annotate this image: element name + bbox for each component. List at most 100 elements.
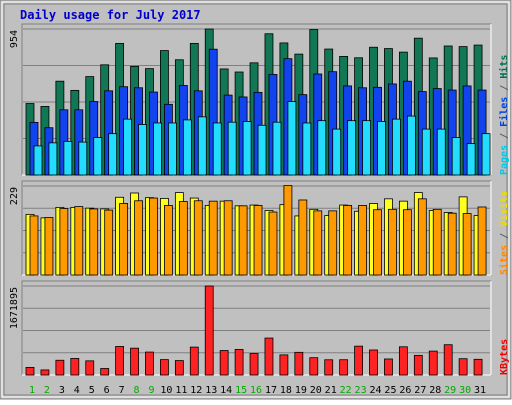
bar-kbytes-21 [324, 359, 334, 376]
bar-pages-7 [123, 118, 133, 176]
bar-pages-27 [421, 128, 431, 176]
bar-kbytes-18 [279, 354, 289, 376]
legend-entry: Hits [498, 55, 510, 79]
bar-sites-9 [149, 197, 158, 276]
bar-sites-19 [298, 199, 308, 276]
bar-sites-27 [417, 198, 427, 276]
bar-pages-12 [197, 116, 207, 176]
bar-sites-5 [89, 208, 99, 276]
bar-pages-20 [317, 120, 327, 176]
legend-entry: / [499, 127, 510, 145]
bar-kbytes-8 [130, 347, 139, 376]
day-label-11: 11 [175, 385, 187, 396]
bar-kbytes-13 [204, 285, 214, 376]
bar-kbytes-10 [160, 359, 169, 376]
bar-kbytes-12 [189, 346, 199, 376]
bar-kbytes-28 [428, 350, 438, 376]
day-label-16: 16 [250, 385, 262, 396]
bar-sites-8 [134, 200, 143, 276]
bar-pages-25 [392, 118, 401, 176]
bar-kbytes-17 [264, 337, 274, 376]
day-label-9: 9 [148, 385, 154, 396]
bar-pages-19 [302, 122, 312, 176]
bar-sites-17 [268, 211, 278, 276]
bar-sites-4 [74, 206, 84, 276]
bar-sites-18 [283, 185, 293, 276]
bar-pages-2 [48, 142, 58, 176]
bar-kbytes-19 [294, 351, 304, 376]
bar-sites-10 [164, 205, 173, 276]
bar-sites-22 [343, 205, 353, 276]
day-label-15: 15 [235, 385, 247, 396]
bar-kbytes-15 [234, 349, 244, 376]
bar-pages-31 [481, 133, 491, 176]
bar-sites-2 [44, 217, 54, 276]
bar-kbytes-26 [398, 346, 408, 376]
bar-pages-15 [242, 121, 252, 176]
bar-sites-6 [104, 209, 114, 276]
bar-pages-14 [227, 121, 237, 176]
day-label-25: 25 [384, 385, 396, 396]
bar-sites-20 [313, 210, 323, 276]
legend-entry: Sites [498, 245, 510, 275]
bar-kbytes-14 [219, 350, 229, 376]
bar-pages-23 [362, 120, 371, 176]
bar-pages-5 [93, 137, 103, 176]
day-label-22: 22 [340, 385, 352, 396]
day-label-23: 23 [355, 385, 367, 396]
day-label-21: 21 [325, 385, 337, 396]
day-label-27: 27 [414, 385, 426, 396]
day-label-20: 20 [310, 385, 322, 396]
bar-pages-26 [406, 115, 416, 176]
bar-sites-13 [208, 200, 218, 276]
day-label-13: 13 [205, 385, 217, 396]
day-label-19: 19 [295, 385, 307, 396]
bar-sites-25 [388, 208, 397, 276]
day-label-14: 14 [220, 385, 232, 396]
bar-pages-18 [287, 101, 297, 176]
bar-kbytes-29 [443, 344, 453, 376]
bar-kbytes-3 [55, 359, 65, 376]
bar-kbytes-7 [115, 346, 125, 376]
bar-sites-23 [358, 205, 367, 276]
bar-pages-9 [153, 122, 162, 176]
panel-2: 1671895 KBytes [9, 280, 510, 376]
bar-kbytes-9 [145, 351, 154, 376]
bar-kbytes-31 [473, 358, 483, 376]
bar-kbytes-24 [369, 349, 378, 376]
bar-pages-30 [466, 143, 476, 176]
bar-sites-29 [447, 212, 457, 276]
bar-pages-10 [168, 122, 177, 176]
legend-entry: Visits [498, 191, 510, 227]
bar-sites-15 [238, 205, 248, 276]
max-value-label: 229 [9, 187, 20, 205]
bar-pages-3 [63, 140, 73, 176]
day-label-6: 6 [104, 385, 110, 396]
inner-frame [1, 1, 510, 398]
legend-entry: / [499, 79, 510, 97]
day-label-29: 29 [444, 385, 456, 396]
chart-title: Daily usage for July 2017 [20, 8, 201, 22]
legend-entry: / [499, 227, 510, 245]
x-axis: 1 2 3 4 5 6 7 8 9 10 11 12 13 14 15 16 17 18 19 20 21 22 23 24 2… [29, 385, 486, 396]
day-label-26: 26 [399, 385, 411, 396]
day-label-31: 31 [474, 385, 486, 396]
day-label-2: 2 [44, 385, 50, 396]
day-label-4: 4 [74, 385, 80, 396]
panel-legend: Pages / Files / Hits [498, 55, 510, 175]
legend-entry: Pages [499, 145, 510, 175]
bar-pages-29 [451, 137, 461, 176]
bar-sites-14 [223, 200, 233, 276]
bar-kbytes-1 [25, 366, 35, 376]
bar-sites-28 [432, 208, 442, 276]
bar-kbytes-30 [458, 358, 468, 376]
day-label-18: 18 [280, 385, 292, 396]
bar-kbytes-16 [249, 353, 259, 376]
bar-pages-24 [377, 121, 386, 176]
legend-entry: Files [498, 97, 510, 127]
bar-sites-30 [462, 213, 472, 276]
bar-pages-17 [272, 121, 282, 176]
max-value-label: 954 [9, 30, 20, 48]
panel-legend: Sites / Visits [498, 191, 510, 275]
